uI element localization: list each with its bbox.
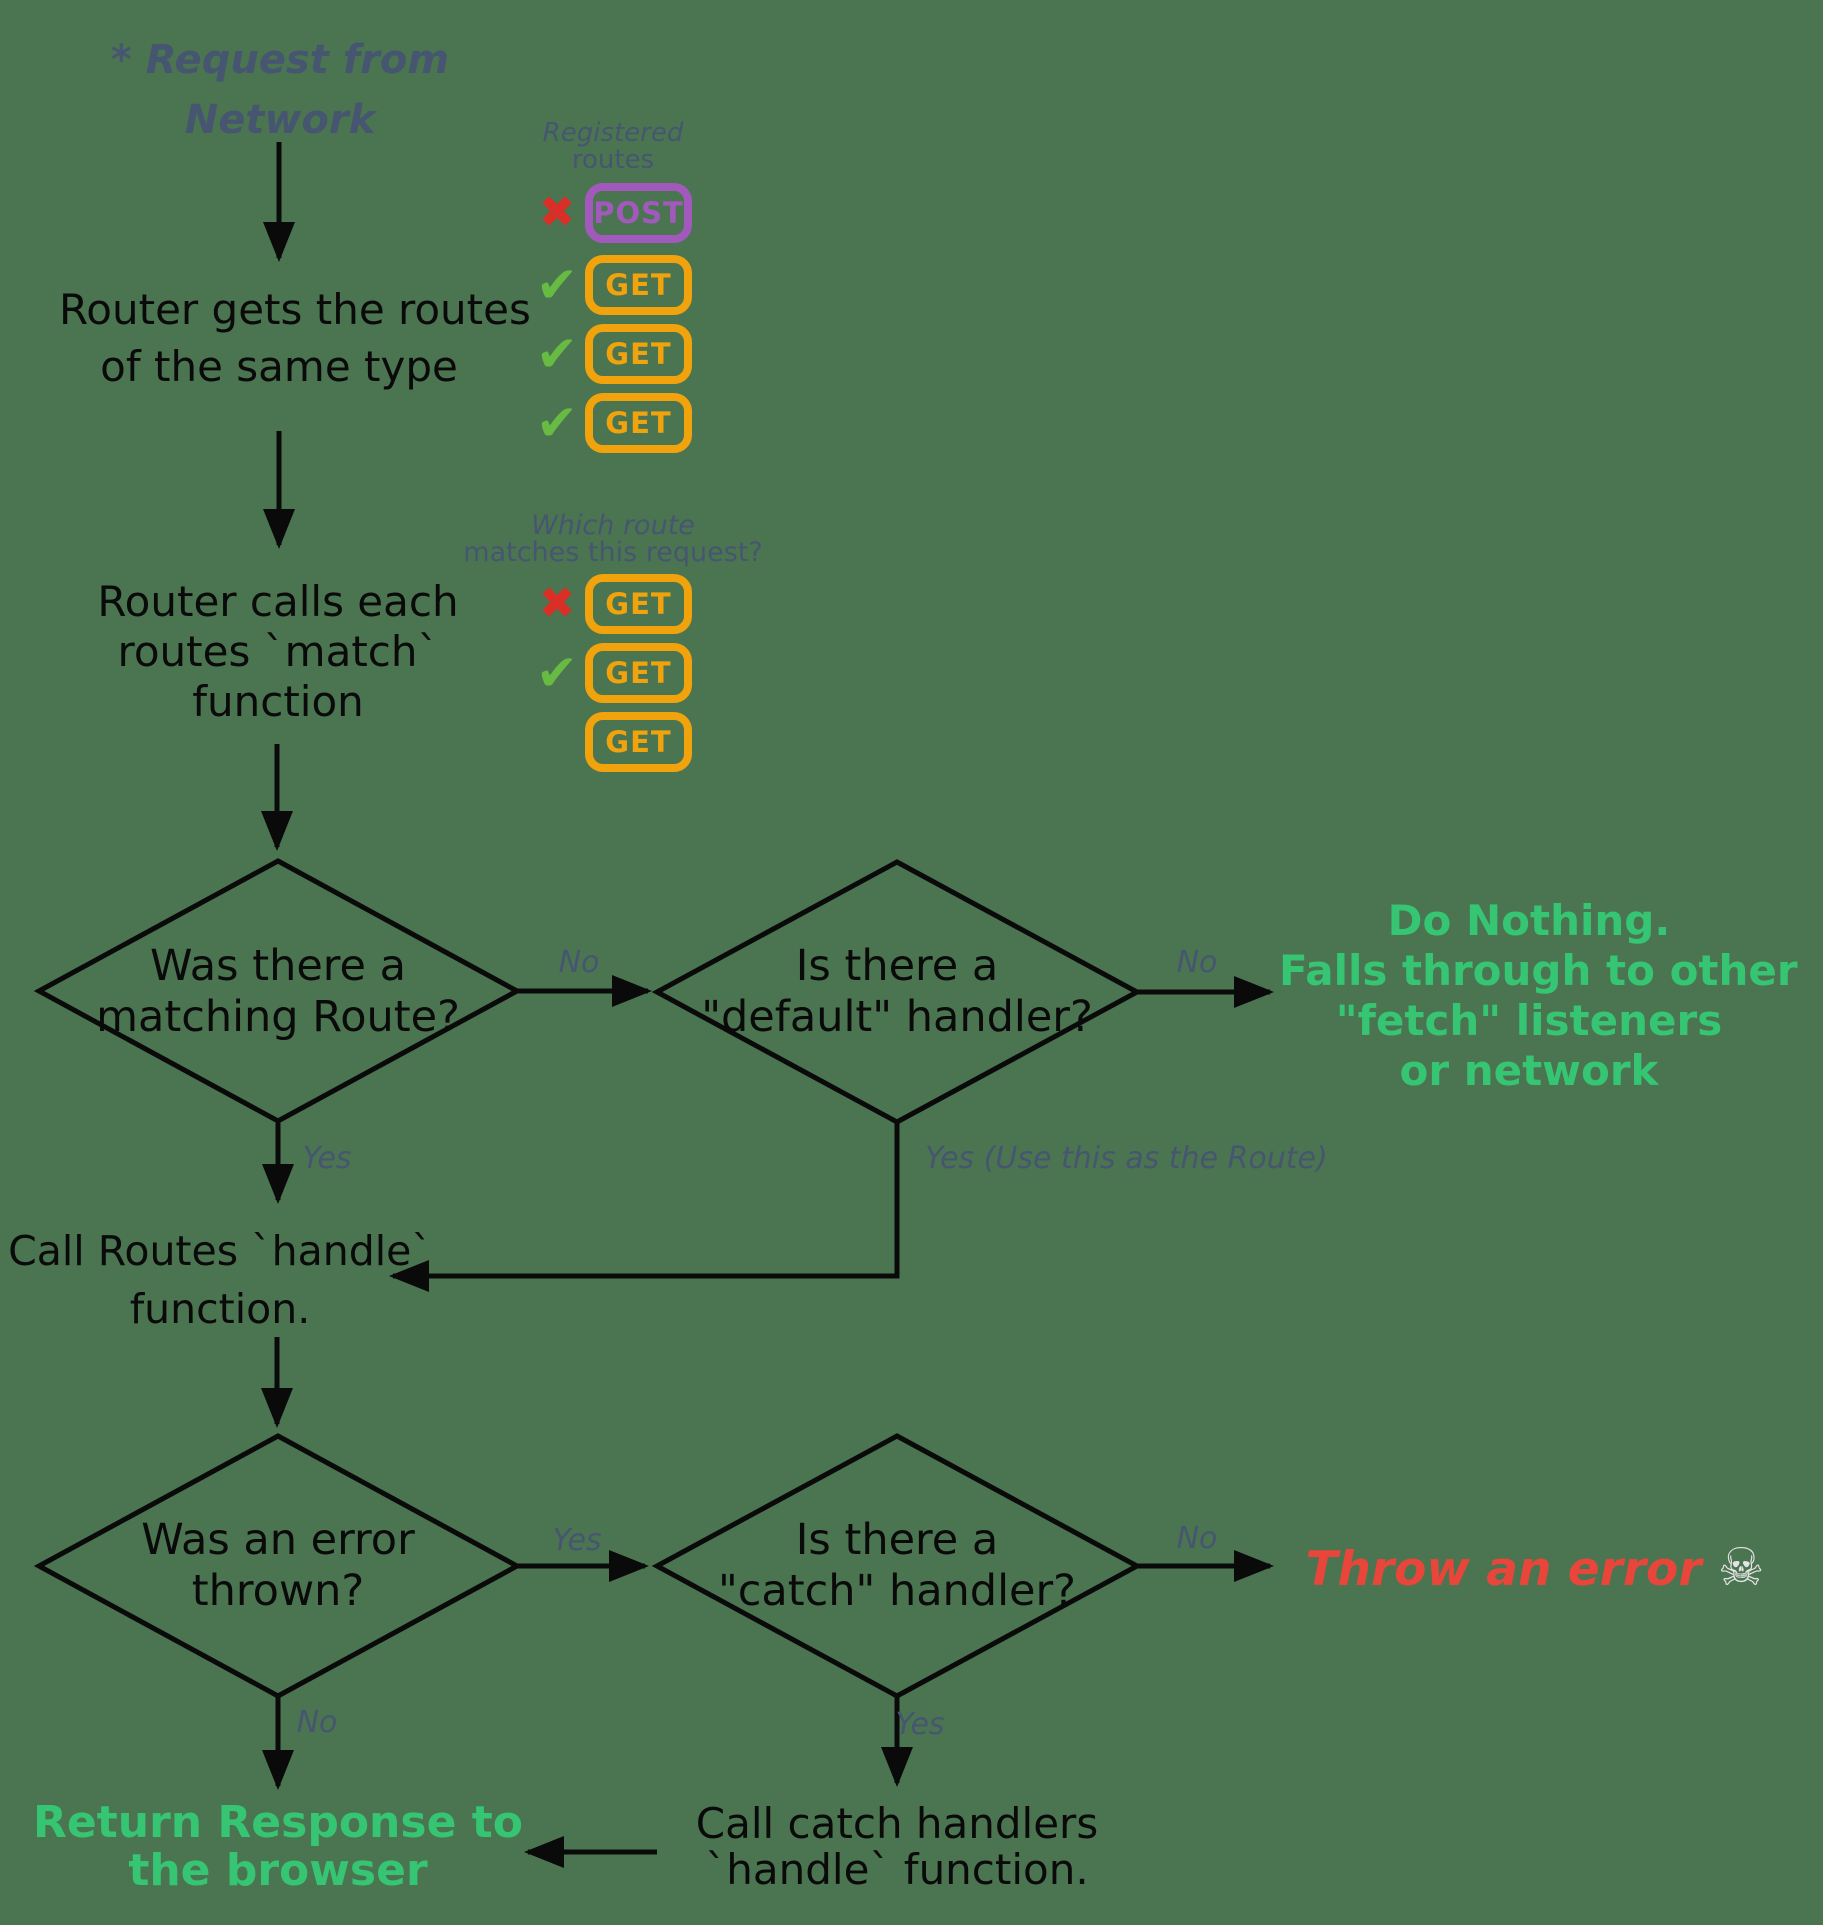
check-icon: ✔ <box>536 394 578 452</box>
route-pill-get: GET <box>585 324 692 384</box>
label-no-error-thrown: No <box>296 1705 338 1740</box>
route-pill-get: GET <box>585 712 692 772</box>
call-route-handle-step: Call Routes `handle` function. <box>8 1227 432 1333</box>
outcome-do-nothing: Do Nothing. Falls through to other "fetc… <box>1279 896 1798 1095</box>
route-pill-get: GET <box>585 393 692 453</box>
label-yes-matching-route: Yes <box>302 1141 352 1176</box>
route-pill-get: GET <box>585 255 692 315</box>
decision-matching-route: Was there a matching Route? <box>96 941 460 1042</box>
check-icon: ✔ <box>536 644 578 702</box>
route-pill-get: GET <box>585 574 692 634</box>
check-icon: ✔ <box>536 256 578 314</box>
which-route-caption: Which route matches this request? <box>463 510 763 568</box>
label-yes-use-as-route: Yes (Use this as the Route) <box>925 1141 1328 1176</box>
label-no-default-handler: No <box>1176 945 1218 980</box>
decision-catch-handler: Is there a "catch" handler? <box>717 1515 1077 1616</box>
call-catch-handle-step: Call catch handlers `handle` function. <box>695 1799 1099 1894</box>
label-no-matching-route: No <box>558 945 600 980</box>
decision-error-thrown: Was an error thrown? <box>141 1515 415 1616</box>
label-no-catch-handler: No <box>1176 1521 1218 1556</box>
router-calls-match-step: Router calls each routes `match` functio… <box>97 577 459 726</box>
router-gets-routes-step: Router gets the routes of the same type <box>59 285 531 391</box>
cross-icon: ✖ <box>538 578 576 629</box>
cross-icon: ✖ <box>538 187 576 238</box>
label-yes-catch-handler: Yes <box>895 1707 945 1742</box>
label-yes-error-thrown: Yes <box>552 1523 602 1558</box>
outcome-return-response: Return Response to the browser <box>33 1797 523 1896</box>
route-pill-post: POST <box>585 183 692 243</box>
skull-crossbones-icon: ☠ <box>1717 1538 1765 1598</box>
route-pill-get: GET <box>585 643 692 703</box>
decision-default-handler: Is there a "default" handler? <box>701 941 1093 1042</box>
outcome-throw-error: Throw an error ☠ <box>1305 1538 1765 1598</box>
registered-routes-caption: Registered routes <box>542 118 684 175</box>
check-icon: ✔ <box>536 325 578 383</box>
request-from-network-note: * Request from Network <box>110 37 450 143</box>
